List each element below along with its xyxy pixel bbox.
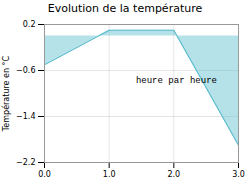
- svg-text:0.0: 0.0: [38, 170, 51, 179]
- svg-text:0.2: 0.2: [23, 20, 36, 29]
- svg-text:2.0: 2.0: [167, 170, 180, 179]
- svg-text:−1.4: −1.4: [16, 112, 35, 121]
- svg-text:−0.6: −0.6: [16, 66, 35, 75]
- svg-text:1.0: 1.0: [103, 170, 116, 179]
- svg-text:Température en °C: Température en °C: [1, 55, 11, 132]
- svg-text:heure par heure: heure par heure: [136, 76, 217, 86]
- svg-text:−2.2: −2.2: [16, 158, 35, 167]
- html-text:Evolution de la température: Evolution de la température: [47, 2, 203, 15]
- svg-text:3.0: 3.0: [232, 170, 245, 179]
